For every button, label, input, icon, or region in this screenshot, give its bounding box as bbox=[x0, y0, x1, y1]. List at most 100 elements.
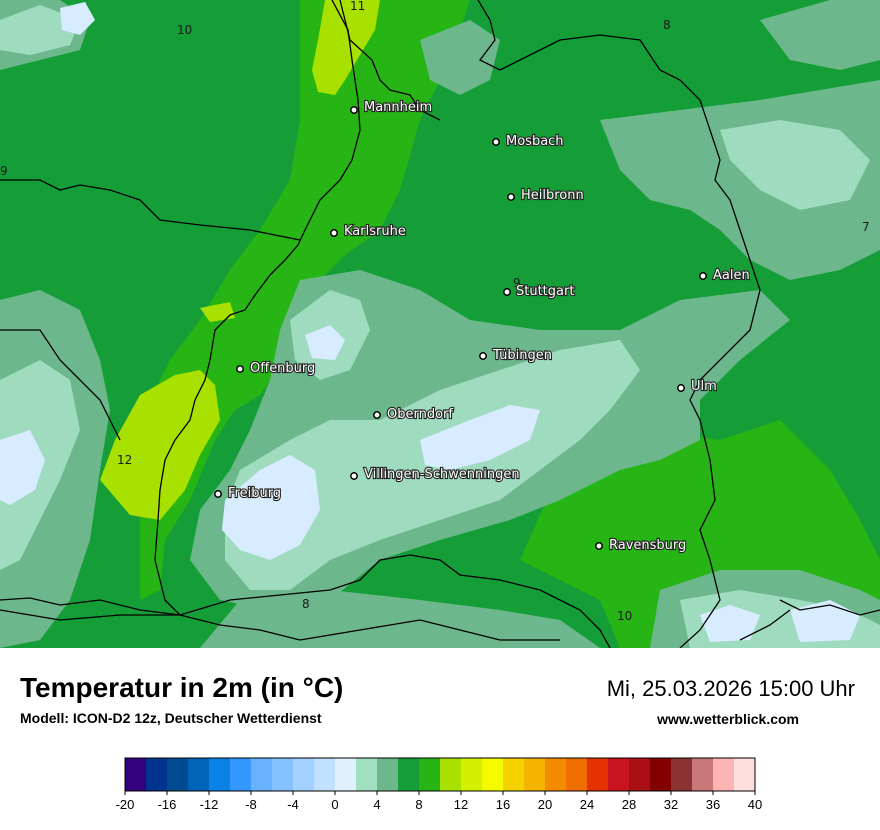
city-dot bbox=[214, 490, 222, 498]
lt-blue-area-black-forest bbox=[222, 455, 320, 560]
legend-tick-label: 8 bbox=[415, 797, 422, 812]
legend-bin bbox=[335, 758, 357, 791]
legend-bin bbox=[440, 758, 462, 791]
city-dot bbox=[479, 352, 487, 360]
legend-bin bbox=[146, 758, 168, 791]
city-label-karlsruhe: Karlsruhe bbox=[344, 224, 406, 239]
legend-tick-label: -4 bbox=[287, 797, 299, 812]
lt-blue-area-southeast bbox=[700, 605, 760, 642]
mint-area-northeast bbox=[720, 120, 870, 210]
isoline-label: 7 bbox=[862, 220, 870, 234]
isoline-label: 8 bbox=[302, 597, 310, 611]
border-west-vosges bbox=[0, 329, 121, 441]
legend-bin bbox=[293, 758, 315, 791]
city-dot bbox=[507, 193, 515, 201]
legend-tick-label: 24 bbox=[580, 797, 594, 812]
footer bbox=[0, 648, 880, 830]
sage-area-north-odenwald bbox=[420, 20, 500, 95]
border-palatinate bbox=[0, 179, 301, 241]
legend-tick-label: 32 bbox=[664, 797, 678, 812]
border-hesse-bavaria bbox=[477, 0, 761, 648]
legend-bin bbox=[482, 758, 504, 791]
temperature-map: 11 10 8 9 7 9 12 8 10 Mannheim Mosbach H… bbox=[0, 0, 880, 648]
legend-bin bbox=[692, 758, 714, 791]
legend-tick-label: 36 bbox=[706, 797, 720, 812]
lime-area-south bbox=[100, 370, 220, 520]
legend-bin bbox=[713, 758, 735, 791]
legend-bin bbox=[167, 758, 189, 791]
city-dot bbox=[503, 288, 511, 296]
city-label-tuebingen: Tübingen bbox=[492, 348, 552, 363]
map-title: Temperatur in 2m (in °C) bbox=[20, 672, 344, 703]
legend-bin bbox=[398, 758, 420, 791]
legend-tick-label: -16 bbox=[158, 797, 177, 812]
legend-tick-label: -20 bbox=[116, 797, 135, 812]
city-dot bbox=[595, 542, 603, 550]
city-dot bbox=[699, 272, 707, 280]
sage-area-south-rhine bbox=[200, 590, 600, 648]
city-label-ravensburg: Ravensburg bbox=[609, 538, 686, 553]
legend-bin bbox=[377, 758, 399, 791]
legend-bin bbox=[650, 758, 672, 791]
sage-area-east-edge bbox=[760, 0, 880, 70]
isoline-label: 10 bbox=[617, 609, 632, 623]
city-label-mosbach: Mosbach bbox=[506, 134, 564, 149]
legend-bin bbox=[272, 758, 294, 791]
city-dot bbox=[350, 106, 358, 114]
legend-tick-label: 16 bbox=[496, 797, 510, 812]
lime-area-small bbox=[200, 302, 235, 322]
city-dot bbox=[373, 411, 381, 419]
city-dot bbox=[677, 384, 685, 392]
city-label-offenburg: Offenburg bbox=[250, 361, 315, 376]
legend-bin bbox=[545, 758, 567, 791]
legend-bin bbox=[587, 758, 609, 791]
legend-bin bbox=[734, 758, 756, 791]
city-label-ulm: Ulm bbox=[691, 379, 717, 394]
color-legend: -20 -16 -12 -8 -4 0 4 8 12 16 20 24 28 32 36 40 bbox=[0, 750, 880, 820]
isoline-label: 8 bbox=[663, 18, 671, 32]
mint-area-northwest bbox=[0, 5, 80, 55]
source-link[interactable]: www.wetterblick.com bbox=[657, 711, 799, 727]
border-east-lake bbox=[779, 599, 880, 616]
city-dot bbox=[492, 138, 500, 146]
isoline-label: 12 bbox=[117, 453, 132, 467]
forecast-datetime: Mi, 25.03.2026 15:00 Uhr bbox=[606, 676, 855, 701]
legend-bin bbox=[524, 758, 546, 791]
legend-bin bbox=[125, 758, 147, 791]
city-label-heilbronn: Heilbronn bbox=[521, 188, 584, 203]
legend-bin bbox=[188, 758, 210, 791]
city-label-mannheim: Mannheim bbox=[364, 100, 432, 115]
borders bbox=[0, 0, 880, 648]
border-north bbox=[339, 0, 441, 121]
city-markers: Mannheim Mosbach Heilbronn Karlsruhe Stu… bbox=[214, 99, 751, 554]
legend-bin bbox=[314, 758, 336, 791]
legend-bin bbox=[419, 758, 441, 791]
legend-tick-label: 0 bbox=[331, 797, 338, 812]
city-label-villingen-schwenningen: Villingen-Schwenningen bbox=[364, 467, 520, 482]
legend-tick-label: 12 bbox=[454, 797, 468, 812]
legend-bin bbox=[608, 758, 630, 791]
lt-blue-area-north bbox=[305, 325, 345, 360]
legend-bin bbox=[251, 758, 273, 791]
city-dot bbox=[330, 229, 338, 237]
city-label-stuttgart: Stuttgart bbox=[516, 284, 574, 299]
legend-bin bbox=[503, 758, 525, 791]
lt-blue-area-far-southeast bbox=[790, 600, 860, 642]
isoline-label: 9 bbox=[0, 164, 8, 178]
city-label-aalen: Aalen bbox=[713, 268, 750, 283]
model-subtitle: Modell: ICON-D2 12z, Deutscher Wetterdie… bbox=[20, 710, 322, 726]
border-rhine-france bbox=[154, 0, 361, 616]
legend-bin bbox=[230, 758, 252, 791]
lime-area-north bbox=[312, 0, 380, 95]
legend-tick-label: 28 bbox=[622, 797, 636, 812]
city-label-freiburg: Freiburg bbox=[228, 486, 281, 501]
legend-bins bbox=[125, 758, 756, 791]
legend-tick-label: 20 bbox=[538, 797, 552, 812]
border-swiss-inner bbox=[0, 597, 560, 641]
legend-tick-label: -8 bbox=[245, 797, 257, 812]
legend-bin bbox=[209, 758, 231, 791]
legend-bin bbox=[566, 758, 588, 791]
legend-tick-label: -12 bbox=[200, 797, 219, 812]
city-dot bbox=[236, 365, 244, 373]
legend-bin bbox=[461, 758, 483, 791]
